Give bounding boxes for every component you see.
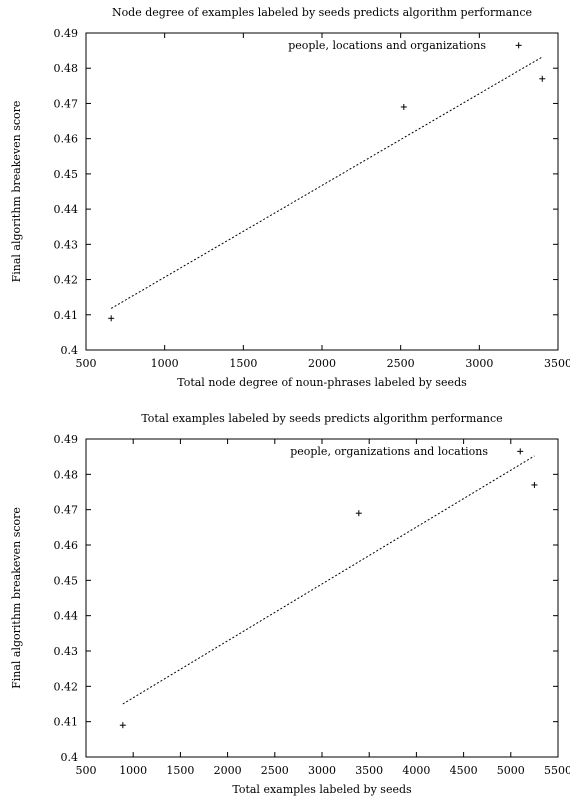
x-tick-label: 3000 bbox=[308, 764, 336, 777]
plot-frame bbox=[85, 32, 559, 351]
legend-entry: people, organizations and locations bbox=[290, 445, 488, 458]
y-tick-label: 0.46 bbox=[54, 133, 79, 146]
y-tick-label: 0.46 bbox=[54, 539, 79, 552]
y-tick-label: 0.45 bbox=[54, 574, 79, 587]
x-tick-label: 5000 bbox=[497, 764, 525, 777]
x-tick-label: 500 bbox=[76, 764, 97, 777]
data-point bbox=[515, 42, 522, 49]
y-tick-label: 0.49 bbox=[54, 27, 79, 40]
x-tick-label: 4500 bbox=[450, 764, 478, 777]
chart-1: Node degree of examples labeled by seeds… bbox=[10, 6, 570, 389]
x-tick-label: 2000 bbox=[308, 357, 336, 370]
y-tick-label: 0.42 bbox=[54, 274, 79, 287]
x-tick-label: 3000 bbox=[465, 357, 493, 370]
y-tick-label: 0.44 bbox=[54, 610, 79, 623]
x-tick-label: 1500 bbox=[166, 764, 194, 777]
y-tick-label: 0.42 bbox=[54, 680, 79, 693]
y-tick-label: 0.47 bbox=[54, 97, 79, 110]
data-point bbox=[539, 75, 546, 82]
y-tick-label: 0.48 bbox=[54, 62, 79, 75]
x-tick-label: 2000 bbox=[214, 764, 242, 777]
y-tick-label: 0.44 bbox=[54, 203, 79, 216]
chart-title: Total examples labeled by seeds predicts… bbox=[141, 412, 502, 425]
chart-2: Total examples labeled by seeds predicts… bbox=[10, 412, 570, 796]
data-point bbox=[119, 722, 126, 729]
x-tick-label: 1000 bbox=[119, 764, 147, 777]
y-axis-label: Final algorithm breakeven score bbox=[10, 507, 23, 689]
x-axis-label: Total examples labeled by seeds bbox=[232, 783, 412, 796]
y-tick-label: 0.4 bbox=[61, 751, 79, 764]
fit-line bbox=[122, 455, 535, 705]
x-tick-label: 1500 bbox=[229, 357, 257, 370]
x-tick-label: 3500 bbox=[544, 357, 570, 370]
y-tick-label: 0.47 bbox=[54, 504, 79, 517]
x-tick-label: 500 bbox=[76, 357, 97, 370]
y-tick-label: 0.43 bbox=[54, 238, 79, 251]
x-tick-label: 5500 bbox=[544, 764, 570, 777]
y-tick-label: 0.4 bbox=[61, 344, 79, 357]
y-tick-label: 0.41 bbox=[54, 309, 79, 322]
data-point bbox=[400, 103, 407, 110]
y-tick-label: 0.43 bbox=[54, 645, 79, 658]
plot-frame bbox=[85, 438, 559, 758]
data-point bbox=[517, 448, 524, 455]
legend-entry: people, locations and organizations bbox=[288, 39, 486, 52]
data-point bbox=[355, 510, 362, 517]
y-tick-label: 0.41 bbox=[54, 716, 79, 729]
fit-line bbox=[110, 56, 543, 309]
chart-title: Node degree of examples labeled by seeds… bbox=[112, 6, 532, 19]
x-tick-label: 2500 bbox=[261, 764, 289, 777]
data-point bbox=[108, 315, 115, 322]
y-tick-label: 0.45 bbox=[54, 168, 79, 181]
y-tick-label: 0.48 bbox=[54, 468, 79, 481]
x-tick-label: 3500 bbox=[355, 764, 383, 777]
x-tick-label: 2500 bbox=[387, 357, 415, 370]
x-tick-label: 1000 bbox=[151, 357, 179, 370]
data-point bbox=[531, 481, 538, 488]
x-tick-label: 4000 bbox=[402, 764, 430, 777]
y-tick-label: 0.49 bbox=[54, 433, 79, 446]
y-axis-label: Final algorithm breakeven score bbox=[10, 101, 23, 283]
x-axis-label: Total node degree of noun-phrases labele… bbox=[177, 376, 467, 389]
